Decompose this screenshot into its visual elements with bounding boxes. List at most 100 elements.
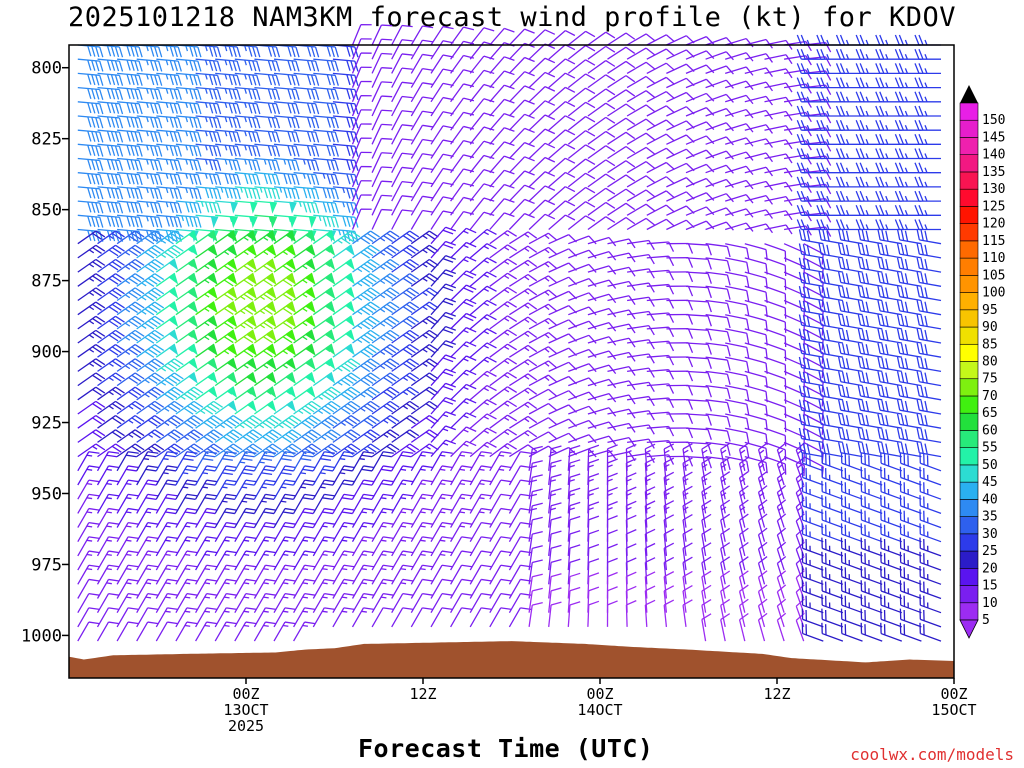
barb-flag: [544, 199, 556, 206]
barb-flag: [252, 131, 257, 143]
barb-flag: [147, 507, 159, 511]
barb-flag: [360, 194, 372, 196]
barb-flag: [88, 493, 100, 497]
barb-flag: [314, 174, 320, 186]
barb-flag: [177, 46, 182, 58]
wind-barb: [175, 272, 198, 287]
barb-shaft: [469, 98, 485, 117]
barb-half-flag: [106, 539, 112, 542]
wind-barb: [97, 443, 125, 458]
barb-flag: [483, 27, 495, 32]
barb-flag: [550, 459, 562, 464]
wind-barb: [155, 429, 184, 443]
barb-flag: [208, 159, 214, 171]
barb-half-flag: [544, 248, 550, 254]
barb-flag: [88, 451, 100, 454]
barb-flag: [138, 117, 143, 129]
barb-half-flag: [544, 376, 550, 381]
barb-shaft: [489, 127, 505, 145]
barb-flag: [91, 216, 96, 228]
barb-half-flag: [588, 464, 594, 468]
wind-barb: [234, 522, 257, 543]
wind-barb: [195, 129, 222, 143]
barb-pennant: [246, 400, 257, 413]
wind-barb: [548, 129, 576, 145]
barb-flag: [271, 74, 277, 86]
barb-flag: [186, 593, 198, 596]
wind-barb: [450, 298, 477, 316]
barb-flag: [401, 110, 413, 113]
barb-flag: [466, 383, 477, 390]
wind-barb: [528, 100, 556, 117]
barb-flag: [381, 95, 393, 98]
barb-half-flag: [165, 88, 169, 94]
barb-half-flag: [86, 511, 93, 514]
barb-shaft: [469, 27, 485, 46]
barb-flag: [322, 215, 327, 227]
barb-flag: [118, 46, 124, 58]
barb-flag: [605, 145, 616, 153]
barb-flag: [267, 60, 273, 71]
barb-half-flag: [204, 568, 211, 571]
wind-barb: [293, 621, 316, 642]
barb-flag: [106, 187, 112, 199]
barb-flag: [150, 187, 155, 199]
barb-flag: [193, 202, 198, 214]
wind-barb: [469, 522, 492, 543]
wind-barb: [489, 451, 512, 472]
wind-barb: [195, 357, 218, 372]
barb-flag: [267, 187, 273, 199]
barb-pennant: [308, 215, 317, 228]
wind-barb: [254, 258, 277, 273]
barb-flag: [532, 587, 543, 592]
barb-flag: [167, 493, 179, 497]
barb-flag: [588, 349, 597, 358]
wind-barb: [96, 593, 120, 614]
wind-barb: [116, 564, 139, 585]
barb-flag: [131, 403, 142, 411]
barb-flag: [263, 187, 269, 199]
barb-shaft: [116, 607, 129, 628]
barb-flag: [326, 117, 331, 128]
barb-flag: [381, 81, 393, 84]
barb-half-flag: [544, 319, 550, 325]
wind-barb: [587, 515, 600, 542]
barb-flag: [275, 75, 281, 86]
wind-barb: [469, 593, 492, 614]
barb-flag: [326, 131, 331, 142]
wind-barb: [253, 564, 277, 585]
barb-half-flag: [145, 596, 152, 599]
wind-barb: [371, 564, 394, 585]
barb-flag: [360, 123, 372, 125]
barb-flag: [232, 88, 237, 100]
wind-barb: [136, 186, 163, 200]
barb-flag: [216, 160, 222, 171]
wind-barb: [469, 126, 495, 145]
barb-flag: [605, 31, 616, 39]
barb-flag: [228, 131, 233, 142]
wind-barb: [155, 536, 179, 557]
barb-flag: [154, 400, 165, 408]
barb-flag: [569, 572, 581, 578]
barb-flag: [154, 386, 165, 394]
wind-barb: [136, 607, 159, 628]
barb-flag: [550, 587, 562, 592]
barb-flag: [236, 89, 241, 101]
wind-barb: [77, 44, 104, 58]
wind-barb: [469, 536, 492, 557]
barb-flag: [115, 273, 125, 281]
barb-flag: [193, 60, 198, 72]
wind-barb: [293, 386, 316, 401]
barb-flag: [95, 188, 100, 199]
barb-flag: [147, 465, 159, 469]
wind-barb: [332, 301, 355, 316]
wind-barb: [332, 451, 355, 472]
barb-shaft: [469, 112, 485, 131]
barb-half-flag: [108, 362, 114, 367]
wind-barb: [77, 101, 104, 115]
barb-half-flag: [165, 539, 171, 542]
barb-flag: [334, 202, 339, 214]
wind-barb: [116, 465, 139, 486]
barb-flag: [322, 187, 327, 199]
barb-flag: [207, 305, 218, 313]
